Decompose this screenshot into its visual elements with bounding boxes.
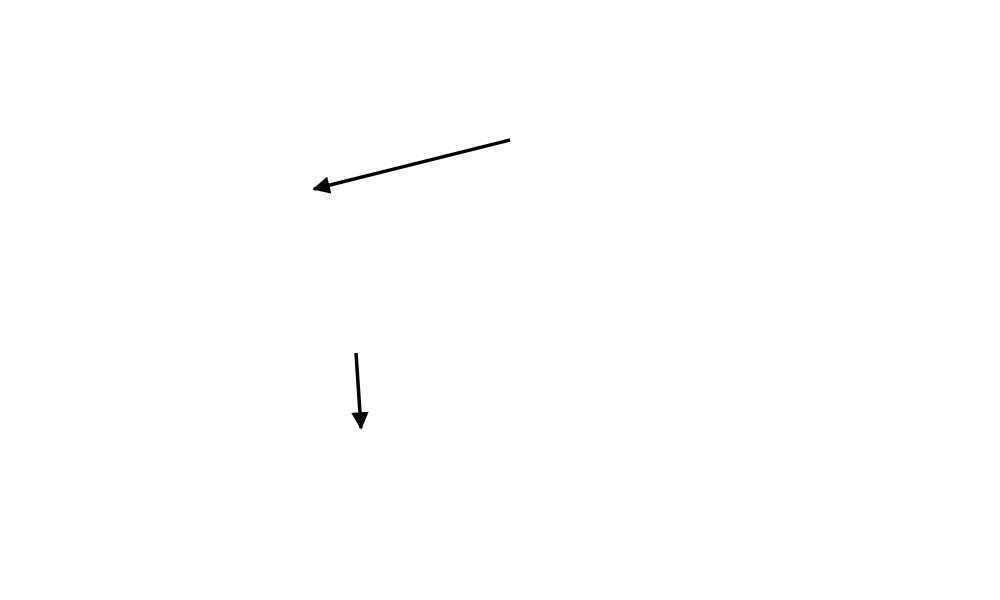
arrow [312,138,511,194]
arrow [351,352,369,430]
